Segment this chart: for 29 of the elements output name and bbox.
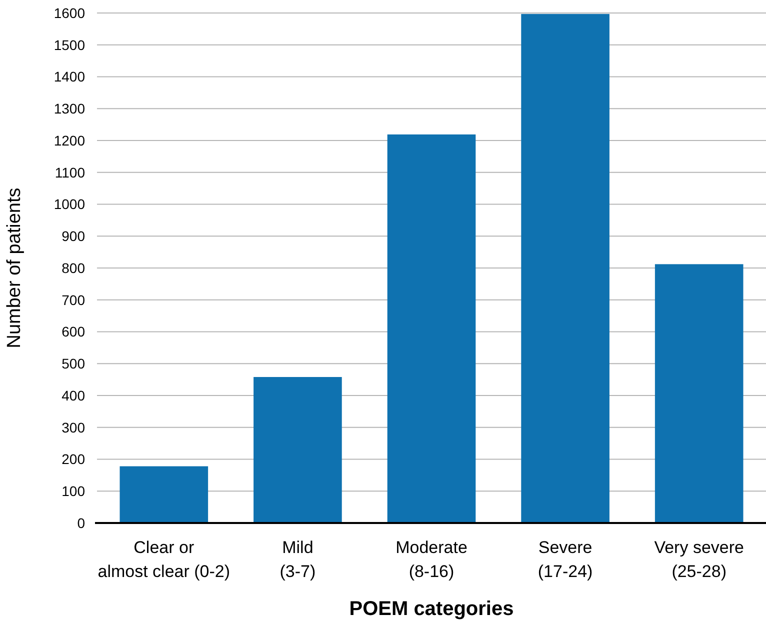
bar: [521, 14, 610, 523]
x-tick-label: Very severe (25-28): [654, 538, 744, 581]
y-tick-label: 300: [62, 419, 86, 436]
x-tick-label: Moderate (8-16): [396, 538, 468, 581]
bar: [654, 264, 744, 523]
x-axis-title: POEM categories: [349, 598, 514, 620]
y-tick-label: 1400: [54, 68, 86, 85]
bar: [254, 377, 342, 523]
x-tick-label: Mild (3-7): [280, 538, 316, 581]
y-tick-label: 600: [62, 324, 86, 340]
y-tick-label: 0: [77, 514, 86, 531]
y-tick-label: 800: [62, 260, 86, 276]
y-tick-label: 1600: [54, 4, 86, 21]
y-tick-label: 1100: [54, 164, 86, 180]
y-tick-label: 1200: [54, 132, 86, 148]
y-tick-label: 100: [62, 483, 86, 500]
y-axis-title: Number of patients: [4, 188, 25, 348]
y-tick-label: 200: [62, 451, 86, 468]
y-tick-label: 500: [62, 356, 86, 372]
x-tick-label: Clear or almost clear (0-2): [98, 538, 230, 581]
y-tick-label: 1000: [54, 196, 86, 212]
y-tick-label: 1500: [54, 36, 86, 53]
x-tick-label: Severe (17-24): [538, 538, 593, 581]
bar: [120, 466, 208, 523]
y-tick-label: 400: [62, 387, 86, 404]
y-tick-label: 1300: [54, 100, 86, 117]
y-tick-label: 900: [62, 228, 86, 244]
y-tick-label: 700: [62, 292, 86, 308]
bar: [387, 134, 476, 523]
